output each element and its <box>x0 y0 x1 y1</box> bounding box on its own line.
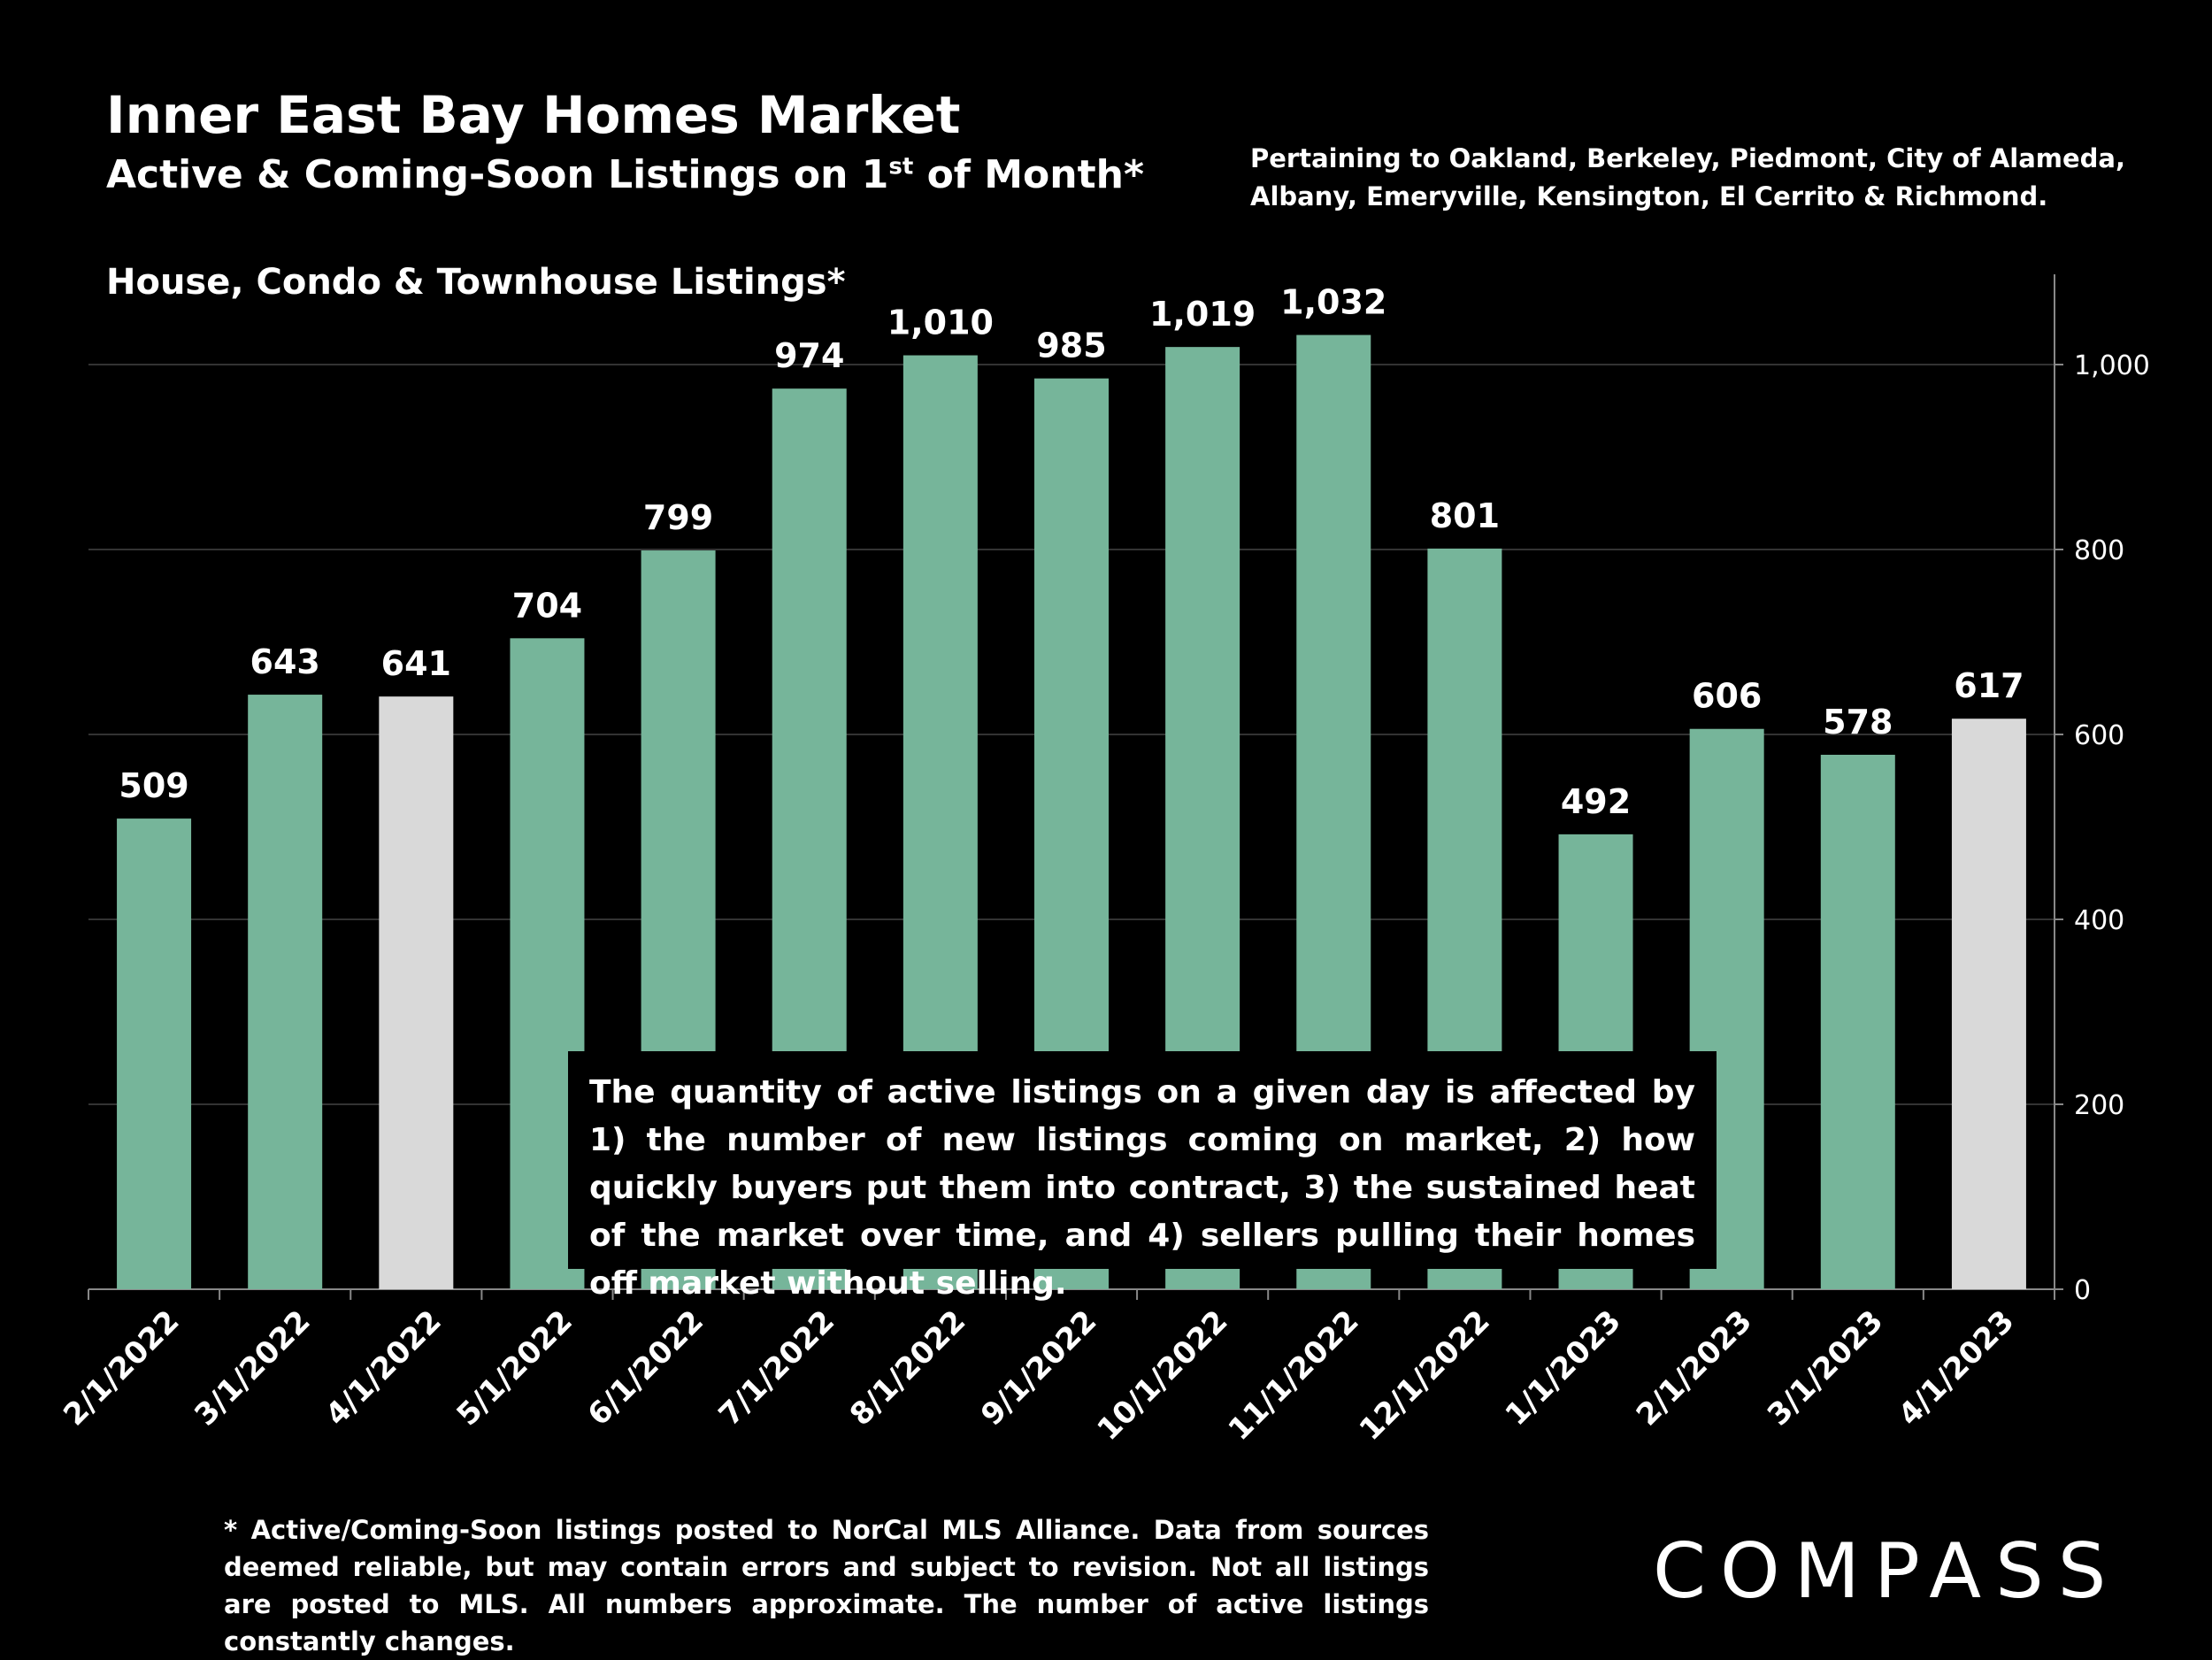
explanation-box: The quantity of active listings on a giv… <box>568 1051 1717 1302</box>
data-label: 492 <box>1561 782 1631 821</box>
x-tick-label: 11/1/2022 <box>1222 1303 1366 1448</box>
page-title: Inner East Bay Homes Market <box>106 85 961 145</box>
x-tick-label: 1/1/2023 <box>1499 1303 1628 1433</box>
data-label: 1,010 <box>887 304 994 342</box>
region-note: Pertaining to Oakland, Berkeley, Piedmon… <box>1250 143 2126 211</box>
subtitle-text: Active & Coming-Soon Listings on 1 <box>106 152 889 197</box>
x-tick-label: 3/1/2022 <box>188 1303 317 1433</box>
data-label: 641 <box>381 644 451 683</box>
data-label: 606 <box>1692 677 1762 716</box>
data-label: 704 <box>512 586 582 625</box>
bar <box>1820 754 1895 1289</box>
y-tick-label: 1,000 <box>2074 350 2150 381</box>
x-tick-label: 5/1/2022 <box>450 1303 580 1433</box>
y-tick-label: 400 <box>2074 905 2124 936</box>
data-label: 799 <box>643 498 713 537</box>
data-label: 1,032 <box>1280 283 1386 322</box>
bar <box>1951 719 2026 1289</box>
footnote: * Active/Coming-Soon listings posted to … <box>224 1515 1429 1656</box>
bar <box>117 818 192 1289</box>
data-label: 1,019 <box>1149 295 1256 334</box>
data-label: 578 <box>1823 703 1893 742</box>
bar <box>248 695 323 1289</box>
chart-subtitle: Active & Coming-Soon Listings on 1st of … <box>106 152 1144 197</box>
x-tick-label: 10/1/2022 <box>1091 1303 1235 1448</box>
data-label: 617 <box>1954 666 2024 705</box>
data-label: 643 <box>250 642 320 681</box>
x-tick-label: 4/1/2022 <box>319 1303 448 1433</box>
x-tick-label: 4/1/2023 <box>1892 1303 2021 1433</box>
data-label: 974 <box>774 336 844 375</box>
series-label: House, Condo & Townhouse Listings* <box>106 262 846 303</box>
explanation-text: The quantity of active listings on a giv… <box>589 1074 1695 1302</box>
data-label: 509 <box>119 766 188 805</box>
x-tick-label: 6/1/2022 <box>581 1303 710 1433</box>
x-tick-label: 7/1/2022 <box>712 1303 841 1433</box>
bar <box>379 696 454 1289</box>
x-tick-label: 12/1/2022 <box>1353 1303 1497 1448</box>
x-tick-label: 9/1/2022 <box>974 1303 1103 1433</box>
x-tick-label: 3/1/2023 <box>1761 1303 1890 1433</box>
subtitle-suffix: of Month* <box>913 152 1144 197</box>
data-label: 985 <box>1036 327 1106 365</box>
subtitle-superscript: st <box>888 153 914 181</box>
x-tick-label: 2/1/2022 <box>57 1303 186 1433</box>
y-tick-label: 0 <box>2074 1275 2091 1306</box>
y-tick-label: 600 <box>2074 720 2124 751</box>
x-tick-label: 8/1/2022 <box>843 1303 972 1433</box>
compass-logo: COMPASS <box>1653 1527 2121 1616</box>
x-tick-label: 2/1/2023 <box>1630 1303 1759 1433</box>
data-label: 801 <box>1430 496 1500 535</box>
y-tick-label: 800 <box>2074 535 2124 566</box>
y-tick-label: 200 <box>2074 1090 2124 1121</box>
